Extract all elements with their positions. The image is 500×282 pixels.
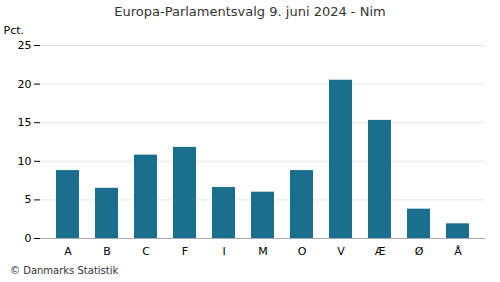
html-text:© Danmarks Statistik: © Danmarks Statistik bbox=[10, 265, 119, 276]
svg-text:I: I bbox=[222, 245, 225, 258]
svg-text:C: C bbox=[142, 245, 150, 258]
svg-text:B: B bbox=[103, 245, 111, 258]
svg-text:A: A bbox=[64, 245, 72, 258]
svg-text:Æ: Æ bbox=[375, 245, 386, 258]
svg-text:O: O bbox=[298, 245, 307, 258]
svg-text:Ø: Ø bbox=[415, 245, 424, 258]
svg-text:15: 15 bbox=[18, 116, 32, 129]
svg-text:M: M bbox=[258, 245, 268, 258]
html-text:Europa-Parlamentsvalg 9. juni: Europa-Parlamentsvalg 9. juni 2024 - Nim bbox=[114, 4, 386, 19]
svg-text:5: 5 bbox=[25, 193, 32, 206]
svg-text:20: 20 bbox=[18, 78, 32, 91]
svg-text:Pct.: Pct. bbox=[4, 24, 25, 37]
svg-text:10: 10 bbox=[18, 155, 32, 168]
svg-text:V: V bbox=[337, 245, 345, 258]
svg-text:Å: Å bbox=[454, 245, 462, 258]
svg-text:F: F bbox=[182, 245, 188, 258]
svg-text:25: 25 bbox=[18, 39, 32, 52]
svg-text:0: 0 bbox=[25, 232, 32, 245]
